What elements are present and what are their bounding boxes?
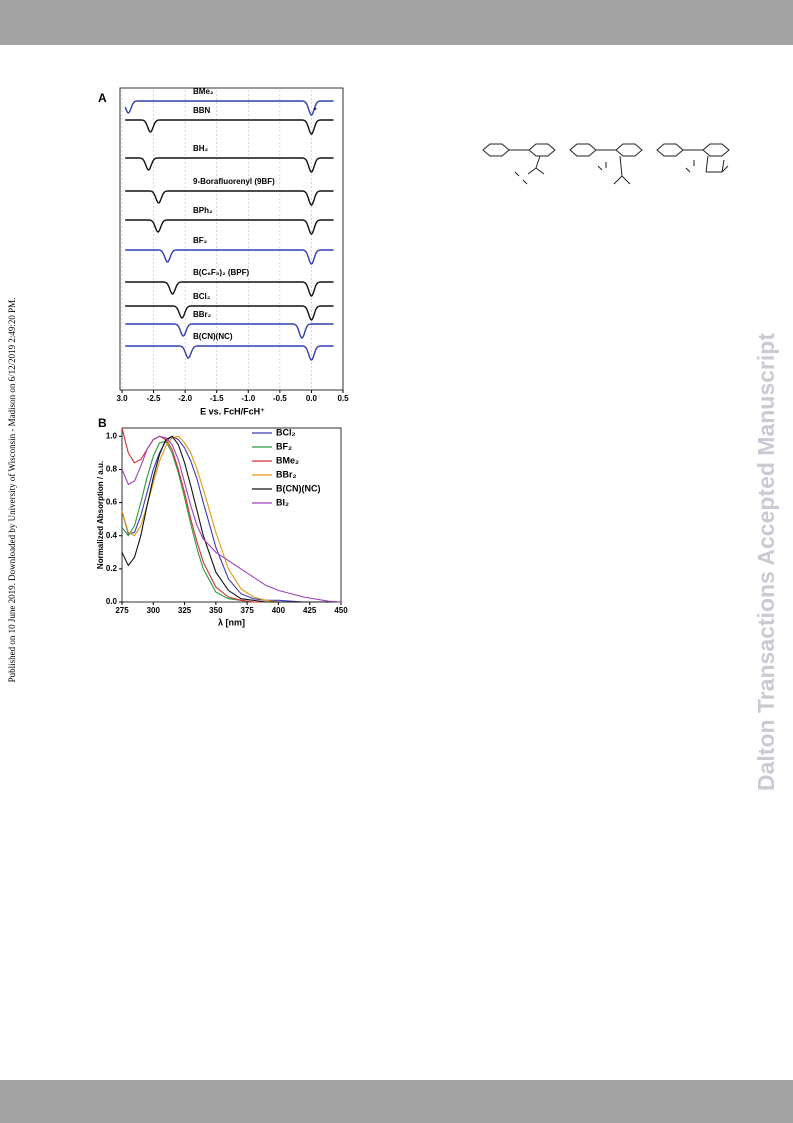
y-tick-label: 0.6 bbox=[106, 498, 118, 507]
x-tick-label: -0.5 bbox=[273, 394, 287, 403]
cv-trace bbox=[125, 190, 334, 206]
cv-trace bbox=[125, 157, 334, 173]
x-tick-label: -2.5 bbox=[147, 394, 161, 403]
legend-label: B(CN)(NC) bbox=[276, 483, 321, 493]
x-tick-label: 450 bbox=[334, 606, 348, 615]
x-tick-label: 350 bbox=[209, 606, 223, 615]
x-tick-label: -2.0 bbox=[178, 394, 192, 403]
plot-frame bbox=[121, 427, 342, 603]
trace-label: BMe₂ bbox=[193, 87, 214, 96]
y-axis-label: Normalized Absorption / a.u. bbox=[96, 461, 105, 569]
trace-label: B(CN)(NC) bbox=[193, 332, 233, 341]
panel-label: A bbox=[98, 91, 107, 105]
trace-label: B(C₆F₅)₂ (BPF) bbox=[193, 268, 250, 277]
x-tick-label: 275 bbox=[115, 606, 129, 615]
spectrum-line bbox=[121, 435, 341, 603]
spectrum-line bbox=[121, 435, 341, 603]
annotation: * bbox=[313, 105, 317, 115]
x-tick-label: 400 bbox=[272, 606, 286, 615]
x-tick-label: 375 bbox=[240, 606, 254, 615]
cv-trace bbox=[125, 323, 334, 339]
cv-trace bbox=[125, 119, 334, 135]
x-tick-label: -1.0 bbox=[241, 394, 255, 403]
x-tick-label: 300 bbox=[147, 606, 161, 615]
trace-label: BF₂ bbox=[193, 236, 208, 245]
legend-label: BI₂ bbox=[276, 497, 289, 507]
cv-trace bbox=[125, 249, 334, 265]
panel-label: B bbox=[98, 416, 107, 430]
y-tick-label: 0.8 bbox=[106, 465, 118, 474]
structures bbox=[482, 143, 730, 185]
cv-trace bbox=[125, 281, 334, 297]
watermark: Dalton Transactions Accepted Manuscript bbox=[753, 333, 779, 791]
legend-label: BBr₂ bbox=[276, 469, 297, 479]
x-tick-label: 3.0 bbox=[116, 394, 128, 403]
legend-label: BF₂ bbox=[276, 441, 292, 451]
spectrum-line bbox=[121, 435, 341, 603]
x-tick-label: 325 bbox=[178, 606, 192, 615]
side-note: Published on 10 June 2019. Downloaded by… bbox=[7, 298, 17, 683]
trace-label: BBN bbox=[193, 106, 211, 115]
x-axis-label: λ [nm] bbox=[218, 617, 245, 627]
trace-label: BCl₂ bbox=[193, 292, 211, 301]
cv-trace bbox=[125, 219, 334, 235]
plot-frame bbox=[119, 87, 344, 391]
trace-label: 9-Borafluorenyl (9BF) bbox=[193, 177, 275, 186]
top-bar bbox=[0, 0, 793, 45]
cv-trace bbox=[125, 305, 334, 321]
trace-label: BBr₂ bbox=[193, 310, 212, 319]
cv-trace bbox=[125, 345, 334, 361]
x-axis-label: E vs. FcH/FcH⁺ bbox=[200, 406, 265, 416]
x-tick-label: 425 bbox=[303, 606, 317, 615]
bottom-bar bbox=[0, 1080, 793, 1123]
legend-label: BCl₂ bbox=[276, 427, 296, 437]
y-tick-label: 0.2 bbox=[106, 564, 118, 573]
legend-label: BMe₂ bbox=[276, 455, 299, 465]
x-tick-label: 0.5 bbox=[337, 394, 349, 403]
cv-trace bbox=[124, 100, 334, 116]
y-tick-label: 0.0 bbox=[106, 597, 118, 606]
x-tick-label: -1.5 bbox=[210, 394, 224, 403]
trace-label: BH₂ bbox=[193, 144, 209, 153]
y-tick-label: 0.4 bbox=[106, 531, 118, 540]
y-tick-label: 1.0 bbox=[106, 431, 118, 440]
spectrum-line bbox=[121, 435, 342, 603]
trace-label: BPh₂ bbox=[193, 206, 213, 215]
x-tick-label: 0.0 bbox=[306, 394, 318, 403]
